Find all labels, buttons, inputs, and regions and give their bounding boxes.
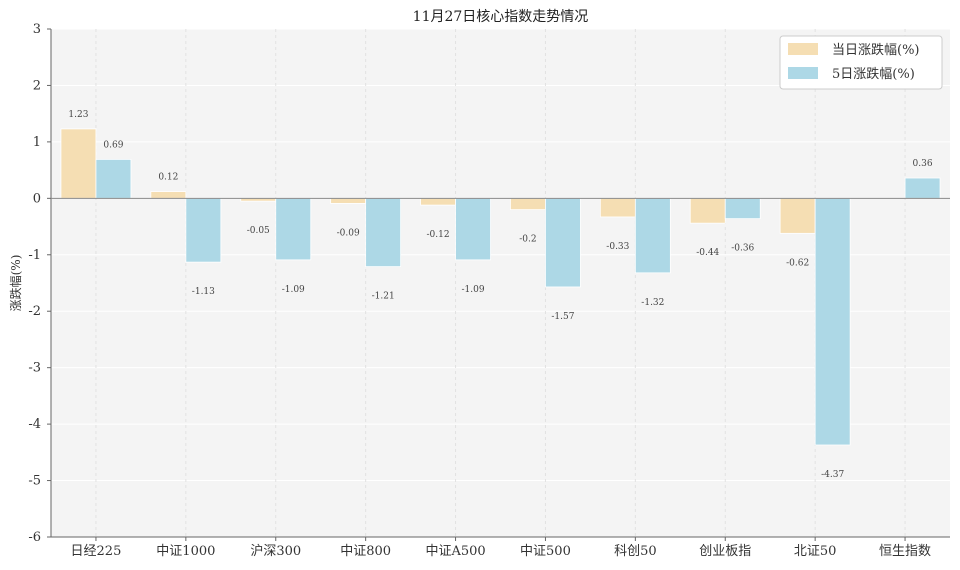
y-tick-label: -5 — [28, 474, 41, 489]
data-label: -1.21 — [372, 292, 395, 302]
data-label: -1.57 — [551, 312, 574, 322]
data-label: 0.36 — [913, 159, 933, 169]
data-label: -0.2 — [519, 235, 536, 245]
bar-5day-0 — [95, 158, 132, 199]
y-tick-label: -6 — [28, 530, 41, 545]
data-label: -0.33 — [606, 242, 629, 252]
bar-5day-7 — [724, 197, 761, 220]
y-tick-label: 2 — [33, 78, 41, 93]
bar-5day-1 — [185, 197, 222, 263]
bar-daily-7 — [689, 197, 726, 224]
axes: 3 2 1 0 -1 -2 -3 -4 -5 -6 日经225 中证1000 沪深300 中证800 中证A… — [28, 22, 950, 559]
data-label: -4.37 — [821, 470, 844, 480]
legend-box — [779, 35, 943, 90]
data-label: 0.69 — [103, 140, 123, 150]
x-tick-label: 中证800 — [340, 544, 391, 559]
y-tick-label: -2 — [28, 304, 41, 319]
bar-5day-4 — [455, 197, 491, 261]
x-tick-label: 日经225 — [71, 544, 122, 559]
data-label: -0.62 — [786, 258, 809, 268]
data-label: 1.23 — [68, 110, 88, 120]
bar-5day-9 — [904, 177, 941, 199]
bar-daily-3 — [330, 197, 367, 204]
data-label: 0.12 — [158, 173, 178, 183]
bar-5day-2 — [275, 197, 312, 261]
bar-daily-1 — [150, 191, 187, 199]
x-tick-label: 中证500 — [520, 544, 571, 559]
data-labels: 1.23 0.12 -0.05 -0.09 -0.12 -0.2 -0.33 -0.44 -0.… — [68, 110, 932, 480]
y-axis-label: 涨跌幅(%) — [8, 255, 23, 312]
x-tick-label: 科创50 — [614, 544, 657, 559]
y-tick-label: -1 — [28, 248, 41, 263]
plot-area — [51, 29, 950, 537]
x-tick-label: 创业板指 — [699, 544, 751, 559]
bar-daily-5 — [510, 197, 546, 211]
y-tick-label: -3 — [28, 361, 41, 376]
x-tick-label: 中证A500 — [425, 544, 485, 559]
data-label: -1.09 — [462, 285, 485, 295]
bar-5day-6 — [634, 197, 671, 274]
bars — [60, 128, 941, 446]
bar-5day-3 — [365, 197, 402, 268]
data-label: -1.32 — [641, 298, 664, 308]
legend-label-daily: 当日涨跌幅(%) — [832, 42, 920, 58]
data-label: -0.12 — [427, 230, 450, 240]
data-label: -0.44 — [696, 248, 719, 258]
x-tick-label: 中证1000 — [156, 544, 215, 559]
bar-daily-6 — [599, 197, 636, 218]
bar-daily-4 — [420, 197, 456, 206]
bar-5day-5 — [545, 197, 581, 288]
chart-title: 11月27日核心指数走势情况 — [413, 9, 589, 25]
legend: 当日涨跌幅(%) 5日涨跌幅(%) — [779, 35, 943, 90]
y-tick-label: -4 — [28, 417, 41, 432]
y-tick-label: 3 — [33, 22, 41, 37]
data-label: -0.05 — [247, 226, 270, 236]
data-label: -1.09 — [282, 285, 305, 295]
bar-daily-0 — [60, 128, 97, 199]
y-tick-label: 0 — [33, 191, 41, 206]
bar-5day-8 — [814, 197, 851, 446]
x-tick-label: 北证50 — [794, 544, 837, 559]
data-label: -0.36 — [731, 244, 754, 254]
legend-label-5day: 5日涨跌幅(%) — [832, 66, 915, 82]
bar-daily-8 — [779, 197, 816, 234]
x-tick-label: 沪深300 — [250, 543, 301, 559]
legend-swatch-daily — [788, 43, 818, 55]
legend-swatch-5day — [788, 67, 818, 79]
data-label: -0.09 — [337, 228, 360, 238]
x-tick-label: 恒生指数 — [879, 544, 931, 559]
y-tick-label: 1 — [33, 135, 41, 150]
data-label: -1.13 — [192, 287, 215, 297]
